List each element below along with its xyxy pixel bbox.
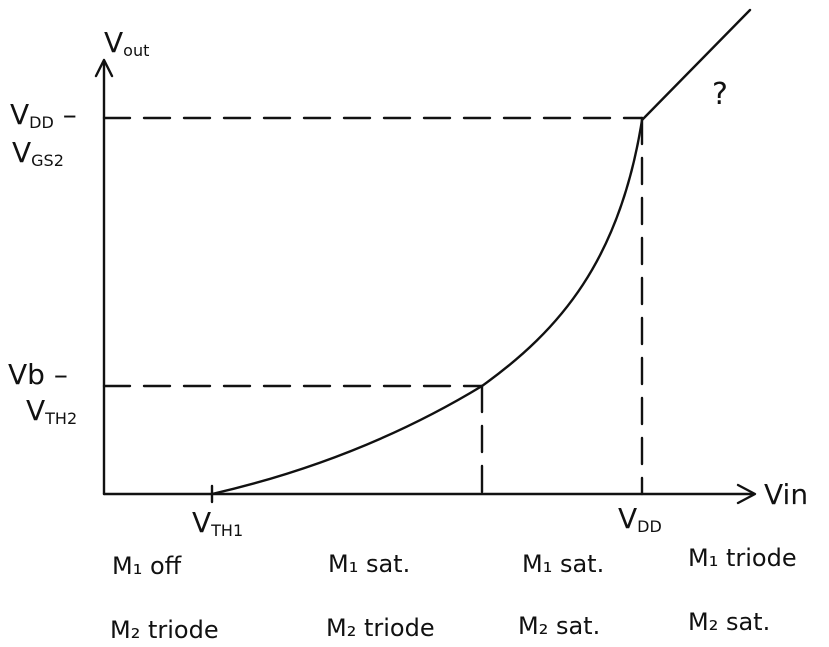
x-axis-arrowhead bbox=[736, 483, 757, 505]
region-3-m1-label: M₁ sat. bbox=[522, 550, 604, 578]
y-tick-upper-line1: VDD – bbox=[10, 98, 77, 132]
y-tick-lower-line1: Vb – bbox=[8, 358, 68, 391]
y-tick-lower-line2: VTH2 bbox=[26, 394, 77, 428]
region-2-m1-label: M₁ sat. bbox=[328, 550, 410, 578]
y-tick-upper-line2: VGS2 bbox=[12, 136, 64, 170]
region-4-m1-label: M₁ triode bbox=[688, 544, 797, 572]
x-tick-vth1: VTH1 bbox=[192, 506, 243, 540]
region-3-m2-label: M₂ sat. bbox=[518, 612, 600, 640]
question-annotation: ? bbox=[712, 77, 728, 112]
x-axis-label: Vin bbox=[764, 478, 808, 511]
transfer-curve bbox=[210, 8, 752, 496]
x-tick-vdd: VDD bbox=[618, 502, 662, 536]
y-axis-label: Vout bbox=[104, 26, 149, 60]
region-2-m2-label: M₂ triode bbox=[326, 614, 435, 642]
region-1-m1-label: M₁ off bbox=[112, 552, 182, 580]
region-1-m2-label: M₂ triode bbox=[110, 616, 219, 644]
y-axis-arrowhead bbox=[94, 58, 114, 78]
region-4-m2-label: M₂ sat. bbox=[688, 608, 770, 636]
